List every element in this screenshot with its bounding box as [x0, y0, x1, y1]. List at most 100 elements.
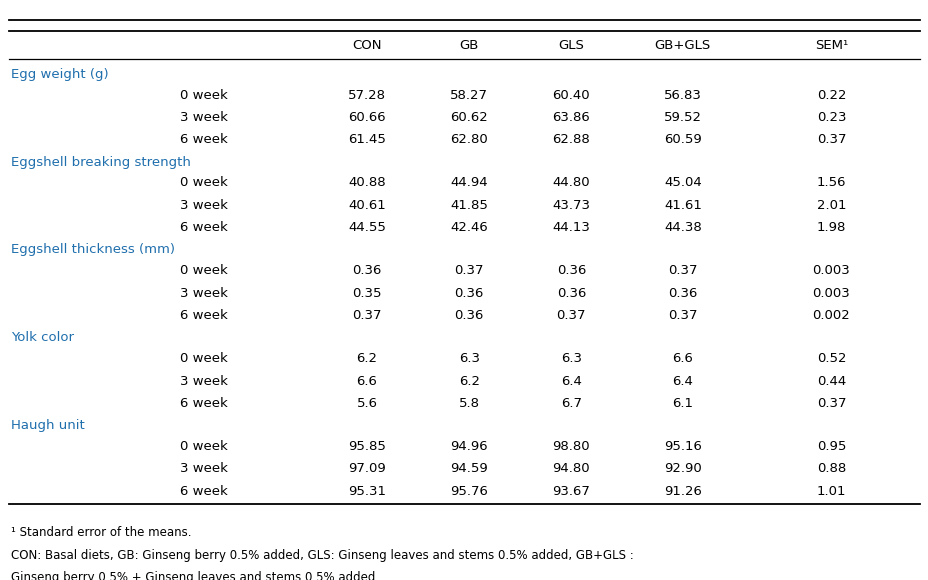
Text: 0.95: 0.95: [816, 440, 845, 453]
Text: 95.76: 95.76: [450, 485, 487, 498]
Text: 6.3: 6.3: [458, 352, 479, 365]
Text: 57.28: 57.28: [348, 89, 385, 101]
Text: 62.88: 62.88: [552, 133, 589, 146]
Text: 0 week: 0 week: [180, 89, 227, 101]
Text: 0.37: 0.37: [816, 397, 845, 410]
Text: CON: CON: [352, 39, 381, 52]
Text: GB: GB: [459, 39, 478, 52]
Text: 3 week: 3 week: [179, 375, 227, 387]
Text: Egg weight (g): Egg weight (g): [11, 68, 109, 81]
Text: 6 week: 6 week: [180, 309, 227, 322]
Text: 97.09: 97.09: [348, 462, 385, 476]
Text: CON: Basal diets, GB: Ginseng berry 0.5% added, GLS: Ginseng leaves and stems 0.: CON: Basal diets, GB: Ginseng berry 0.5%…: [11, 549, 633, 562]
Text: 0 week: 0 week: [180, 440, 227, 453]
Text: 61.45: 61.45: [348, 133, 385, 146]
Text: SEM¹: SEM¹: [814, 39, 847, 52]
Text: 44.94: 44.94: [450, 176, 487, 190]
Text: ¹ Standard error of the means.: ¹ Standard error of the means.: [11, 525, 191, 539]
Text: 1.56: 1.56: [816, 176, 845, 190]
Text: 3 week: 3 week: [179, 111, 227, 124]
Text: 45.04: 45.04: [664, 176, 701, 190]
Text: 6.6: 6.6: [356, 375, 377, 387]
Text: 95.31: 95.31: [348, 485, 385, 498]
Text: 0.36: 0.36: [556, 287, 586, 300]
Text: 93.67: 93.67: [552, 485, 589, 498]
Text: 0.37: 0.37: [454, 264, 483, 277]
Text: 5.6: 5.6: [356, 397, 377, 410]
Text: 0 week: 0 week: [180, 176, 227, 190]
Text: 6.2: 6.2: [458, 375, 479, 387]
Text: 59.52: 59.52: [664, 111, 701, 124]
Text: 63.86: 63.86: [552, 111, 589, 124]
Text: 58.27: 58.27: [450, 89, 487, 101]
Text: 44.13: 44.13: [552, 221, 589, 234]
Text: 0 week: 0 week: [180, 352, 227, 365]
Text: 0.36: 0.36: [352, 264, 381, 277]
Text: 6.4: 6.4: [561, 375, 581, 387]
Text: 0.003: 0.003: [812, 287, 849, 300]
Text: Haugh unit: Haugh unit: [11, 419, 84, 432]
Text: 0.37: 0.37: [816, 133, 845, 146]
Text: Ginseng berry 0.5% + Ginseng leaves and stems 0.5% added.: Ginseng berry 0.5% + Ginseng leaves and …: [11, 571, 379, 580]
Text: 6.6: 6.6: [672, 352, 692, 365]
Text: 40.61: 40.61: [348, 199, 385, 212]
Text: 1.01: 1.01: [816, 485, 845, 498]
Text: 6.7: 6.7: [561, 397, 581, 410]
Text: 60.40: 60.40: [552, 89, 589, 101]
Text: 0.35: 0.35: [352, 287, 381, 300]
Text: 60.59: 60.59: [664, 133, 701, 146]
Text: 44.55: 44.55: [348, 221, 385, 234]
Text: 0.22: 0.22: [816, 89, 845, 101]
Text: 3 week: 3 week: [179, 462, 227, 476]
Text: 95.16: 95.16: [664, 440, 701, 453]
Text: 0.88: 0.88: [816, 462, 845, 476]
Text: 6.3: 6.3: [561, 352, 581, 365]
Text: 6 week: 6 week: [180, 485, 227, 498]
Text: 41.85: 41.85: [450, 199, 487, 212]
Text: 94.80: 94.80: [552, 462, 589, 476]
Text: 6 week: 6 week: [180, 133, 227, 146]
Text: 0.37: 0.37: [352, 309, 381, 322]
Text: 95.85: 95.85: [348, 440, 385, 453]
Text: 0.36: 0.36: [556, 264, 586, 277]
Text: 62.80: 62.80: [450, 133, 487, 146]
Text: 40.88: 40.88: [348, 176, 385, 190]
Text: 0 week: 0 week: [180, 264, 227, 277]
Text: 0.36: 0.36: [454, 309, 483, 322]
Text: 6.4: 6.4: [672, 375, 692, 387]
Text: 2.01: 2.01: [816, 199, 845, 212]
Text: 92.90: 92.90: [664, 462, 701, 476]
Text: 5.8: 5.8: [458, 397, 479, 410]
Text: 0.37: 0.37: [667, 309, 697, 322]
Text: 43.73: 43.73: [552, 199, 589, 212]
Text: 1.98: 1.98: [816, 221, 845, 234]
Text: 3 week: 3 week: [179, 199, 227, 212]
Text: 0.36: 0.36: [454, 287, 483, 300]
Text: GLS: GLS: [558, 39, 584, 52]
Text: 0.44: 0.44: [816, 375, 845, 387]
Text: GB+GLS: GB+GLS: [654, 39, 710, 52]
Text: 0.23: 0.23: [816, 111, 845, 124]
Text: Eggshell breaking strength: Eggshell breaking strength: [11, 155, 191, 169]
Text: 0.002: 0.002: [812, 309, 849, 322]
Text: 0.52: 0.52: [816, 352, 845, 365]
Text: 98.80: 98.80: [552, 440, 589, 453]
Text: 56.83: 56.83: [664, 89, 701, 101]
Text: 41.61: 41.61: [664, 199, 701, 212]
Text: 6 week: 6 week: [180, 397, 227, 410]
Text: 60.62: 60.62: [450, 111, 487, 124]
Text: 44.38: 44.38: [664, 221, 701, 234]
Text: Eggshell thickness (mm): Eggshell thickness (mm): [11, 244, 175, 256]
Text: 0.37: 0.37: [556, 309, 586, 322]
Text: 6.1: 6.1: [672, 397, 692, 410]
Text: Yolk color: Yolk color: [11, 331, 74, 345]
Text: 94.96: 94.96: [450, 440, 487, 453]
Text: 60.66: 60.66: [348, 111, 385, 124]
Text: 42.46: 42.46: [450, 221, 487, 234]
Text: 0.37: 0.37: [667, 264, 697, 277]
Text: 6.2: 6.2: [356, 352, 377, 365]
Text: 91.26: 91.26: [664, 485, 701, 498]
Text: 6 week: 6 week: [180, 221, 227, 234]
Text: 0.36: 0.36: [667, 287, 697, 300]
Text: 94.59: 94.59: [450, 462, 487, 476]
